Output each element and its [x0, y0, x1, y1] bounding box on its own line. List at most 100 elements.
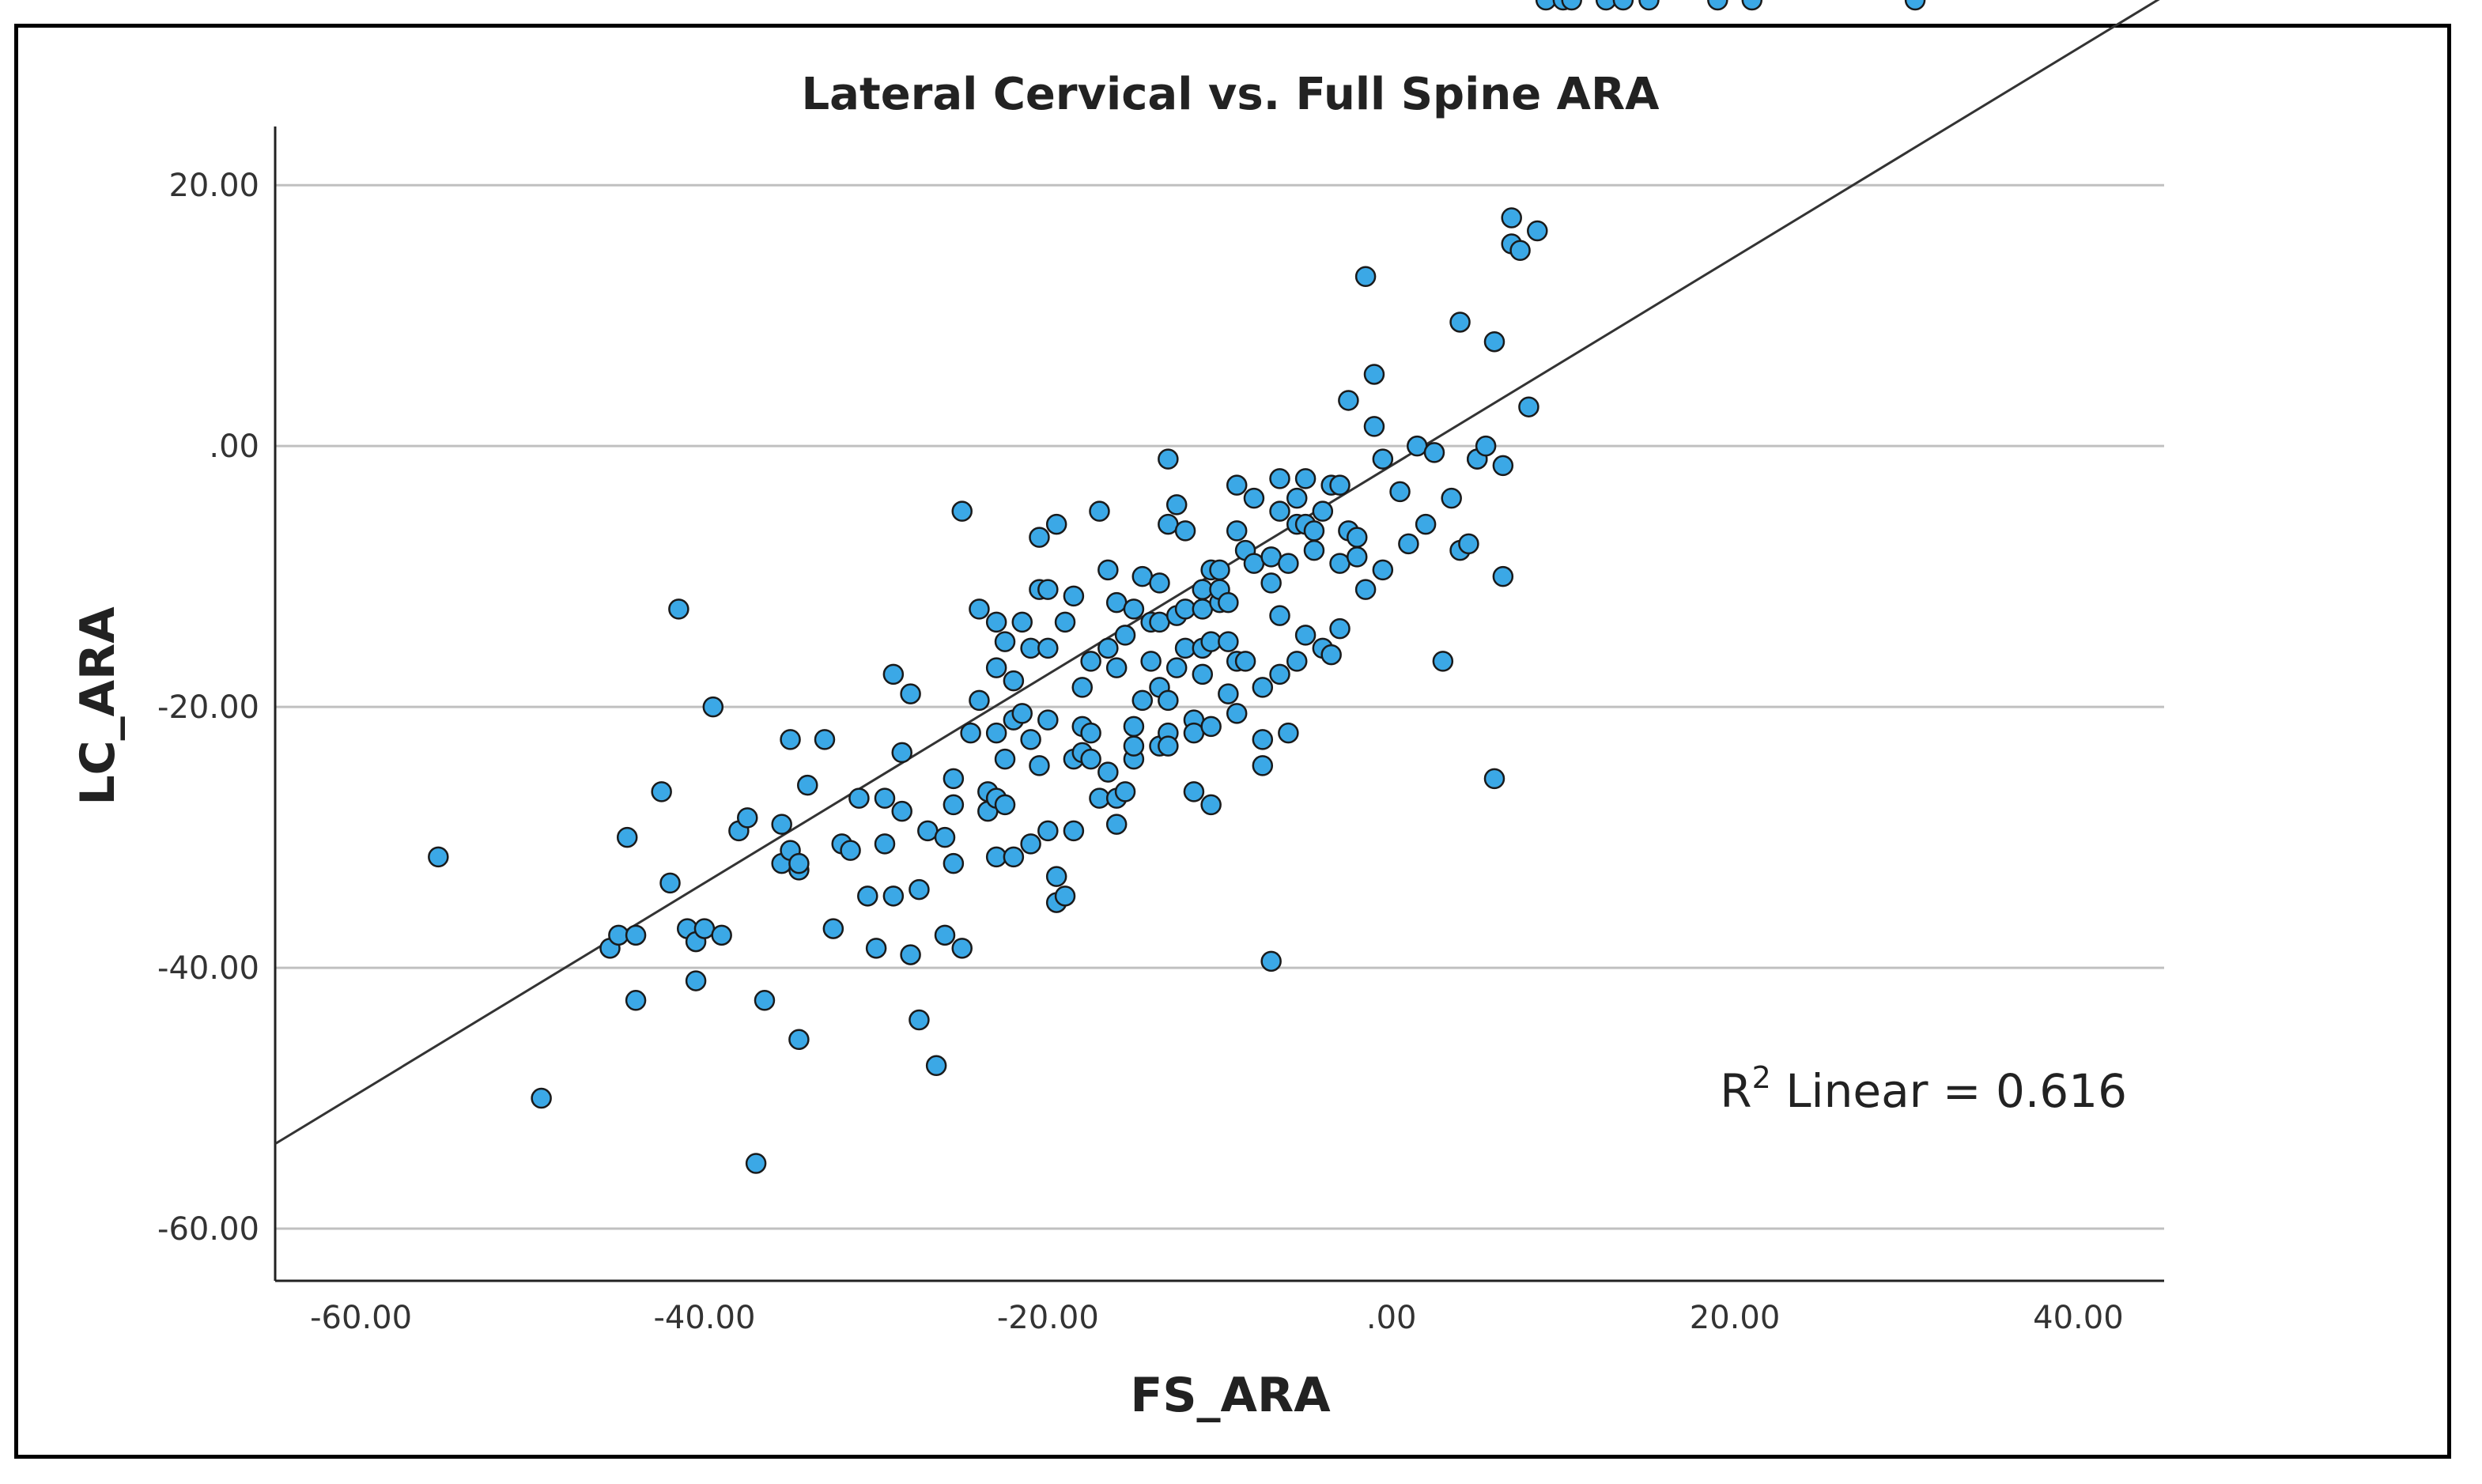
data-point	[702, 696, 724, 718]
data-point	[1037, 709, 1059, 731]
data-point	[788, 1029, 810, 1051]
data-point	[1123, 716, 1145, 738]
data-point	[1003, 846, 1025, 868]
data-point	[1595, 0, 1617, 11]
data-point	[1260, 546, 1282, 568]
data-point	[1080, 748, 1101, 770]
data-point	[797, 774, 818, 796]
data-point	[780, 729, 801, 750]
data-point	[1475, 435, 1497, 457]
data-points	[428, 0, 1926, 1174]
data-point	[1158, 513, 1179, 535]
data-point	[857, 885, 878, 907]
data-point	[822, 918, 844, 939]
data-point	[1372, 559, 1394, 581]
data-point	[1037, 579, 1059, 600]
data-point	[848, 787, 870, 809]
data-point	[1303, 539, 1325, 561]
data-point	[685, 970, 707, 991]
x-tick-label: -40.00	[653, 1300, 755, 1336]
data-point	[1063, 820, 1085, 842]
data-point	[1131, 565, 1154, 587]
data-point	[1407, 435, 1428, 457]
data-point	[1492, 565, 1514, 587]
data-point	[1165, 657, 1188, 678]
data-point	[969, 599, 990, 620]
data-point	[874, 833, 896, 855]
data-point	[1363, 416, 1385, 437]
data-point	[943, 768, 965, 790]
data-point	[1105, 814, 1128, 835]
data-point	[1192, 663, 1214, 685]
data-point	[668, 599, 689, 620]
data-point	[1398, 533, 1419, 555]
data-point	[531, 1087, 552, 1109]
data-point	[1114, 781, 1136, 802]
data-point	[882, 885, 905, 907]
data-point	[1252, 755, 1274, 776]
data-point	[814, 729, 836, 750]
data-point	[651, 781, 672, 802]
data-point	[900, 944, 921, 965]
data-point	[625, 990, 647, 1011]
x-tick-label: -60.00	[310, 1300, 412, 1336]
data-point	[1501, 207, 1522, 228]
data-point	[1432, 651, 1454, 672]
data-point	[1183, 722, 1205, 744]
r-squared-value: Linear = 0.616	[1771, 1064, 2127, 1118]
data-point	[1269, 663, 1290, 685]
x-tick-label: .00	[1366, 1300, 1417, 1336]
data-point	[1045, 866, 1067, 887]
data-point	[934, 826, 956, 848]
data-point	[1741, 0, 1763, 11]
data-point	[1269, 605, 1290, 626]
data-point	[1243, 553, 1265, 574]
y-tick-label: -60.00	[157, 1211, 259, 1248]
data-point	[1020, 637, 1041, 659]
data-point	[1089, 500, 1110, 522]
data-point	[1165, 494, 1188, 515]
data-point	[1200, 631, 1222, 652]
data-point	[1278, 722, 1299, 744]
data-point	[1192, 599, 1214, 620]
data-point	[1286, 651, 1308, 672]
data-point	[865, 938, 887, 959]
data-point	[1483, 330, 1505, 353]
data-point	[1260, 950, 1282, 972]
data-point	[1200, 716, 1222, 738]
data-point	[1105, 591, 1128, 614]
y-tick-label: 20.00	[168, 168, 259, 204]
data-point	[1011, 611, 1033, 633]
data-point	[1097, 637, 1119, 659]
data-point	[1449, 312, 1471, 333]
data-point	[874, 787, 896, 809]
data-point	[1071, 677, 1094, 698]
chart-title: Lateral Cervical vs. Full Spine ARA	[802, 69, 1660, 120]
data-point	[1389, 481, 1411, 503]
data-point	[943, 852, 965, 874]
data-point	[1080, 651, 1101, 672]
data-point	[1329, 553, 1351, 574]
data-point	[1904, 0, 1926, 11]
data-point	[1097, 761, 1119, 783]
data-point	[1174, 637, 1196, 659]
data-point	[1252, 677, 1274, 698]
data-point	[1312, 500, 1334, 522]
data-point	[1218, 591, 1239, 614]
x-tick-label: 40.00	[2033, 1300, 2124, 1336]
x-tick-label: 20.00	[1690, 1300, 1781, 1336]
data-point	[1029, 527, 1050, 548]
data-point	[737, 807, 758, 829]
data-point	[1278, 553, 1299, 574]
data-point	[771, 814, 792, 835]
data-point	[994, 794, 1016, 816]
data-point	[1638, 0, 1660, 11]
data-point	[1183, 781, 1205, 802]
data-point	[1105, 657, 1128, 678]
data-point	[1234, 651, 1256, 672]
data-point	[925, 1055, 947, 1077]
data-point	[1354, 579, 1377, 600]
data-point	[1149, 572, 1170, 594]
data-point	[1020, 729, 1041, 750]
data-point	[1114, 625, 1136, 646]
